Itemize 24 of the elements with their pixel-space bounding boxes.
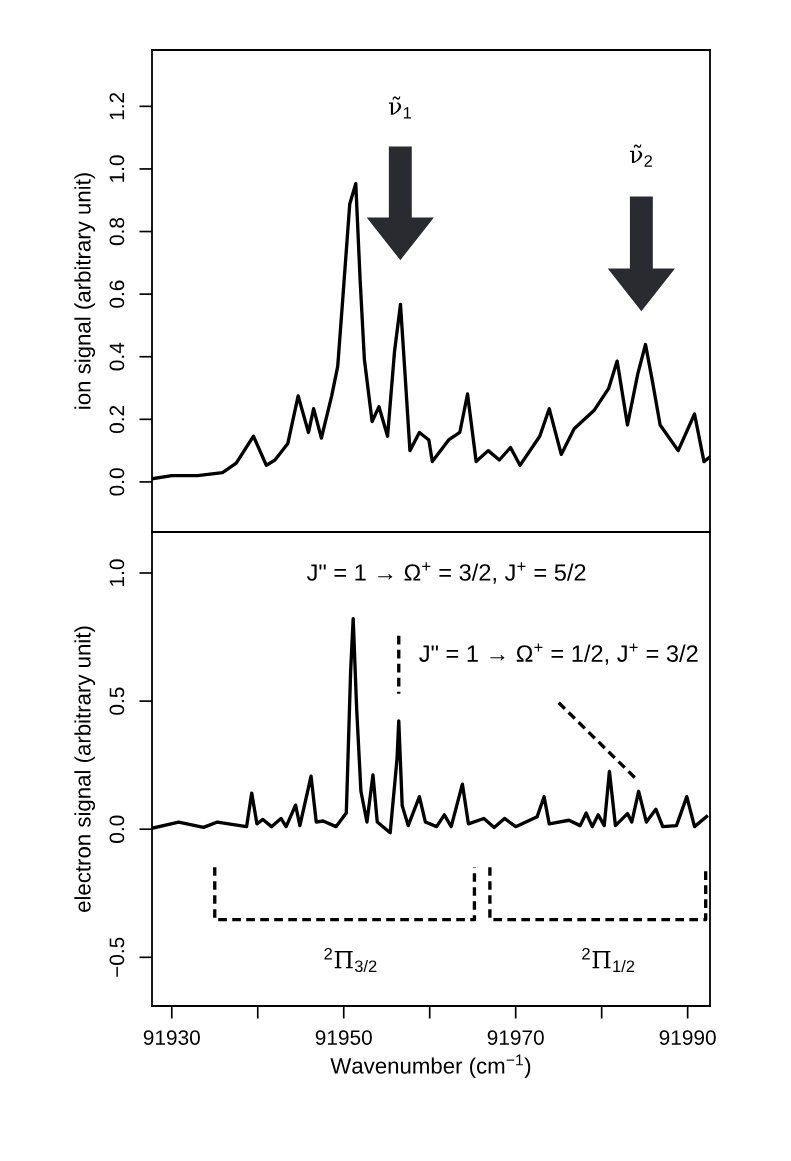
annotation: J" = 1 → Ω$^{+}$ = 3/2, J$^{+}$ = 5/2 xyxy=(306,562,586,584)
y-tick-label: 1.2 xyxy=(109,92,125,120)
y-tick-label: 0.0 xyxy=(109,815,125,843)
annotation: $^{2}$Π$_{1/2}$ xyxy=(582,947,635,973)
y-tick-label: 0.8 xyxy=(109,217,125,246)
annotation: ν̃$_{1}$ xyxy=(388,96,411,119)
x-tick-label: 91990 xyxy=(659,1030,716,1045)
y-tick-label: 0.4 xyxy=(109,342,125,371)
annotation: J" = 1 → Ω$^{+}$ = 1/2, J$^{+}$ = 3/2 xyxy=(419,643,698,665)
y-tick-label: −0.5 xyxy=(109,937,125,977)
y-tick-label: 1.0 xyxy=(109,155,125,182)
y-axis-title: electron signal (arbitrary unit) xyxy=(74,626,96,912)
y-axis-title: ion signal (arbitrary unit) xyxy=(74,173,96,409)
y-tick-label: 0.2 xyxy=(109,405,125,433)
annotation: ν̃$_{2}$ xyxy=(629,144,653,167)
x-tick-label: 91970 xyxy=(487,1030,544,1045)
y-tick-label: 0.6 xyxy=(109,280,125,308)
annotation: $^{2}$Π$_{3/2}$ xyxy=(324,947,377,973)
y-tick-label: 0.5 xyxy=(109,687,125,715)
x-tick-label: 91930 xyxy=(143,1030,200,1045)
y-tick-label: 0.0 xyxy=(109,468,125,496)
x-tick-label: 91950 xyxy=(315,1030,372,1045)
y-tick-label: 1.0 xyxy=(109,559,125,586)
x-axis-title: Wavenumber (cm$^{−1}$) xyxy=(330,1054,531,1079)
